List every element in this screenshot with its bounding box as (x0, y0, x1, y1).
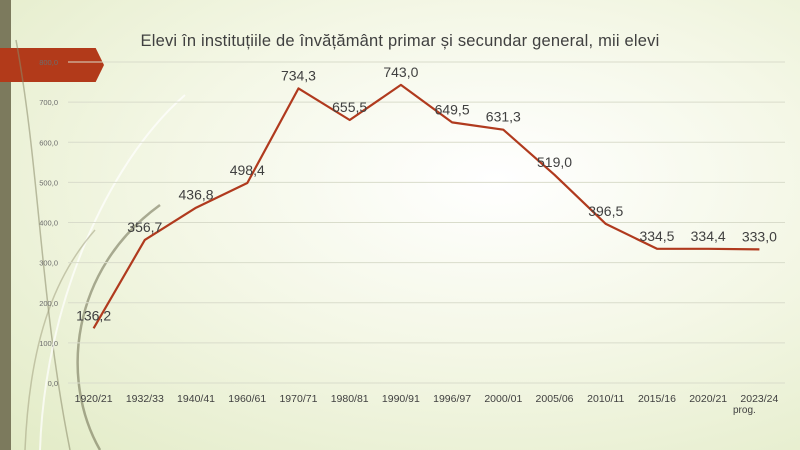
x-tick-label: 2015/16 (638, 393, 676, 405)
data-label: 396,5 (588, 203, 623, 219)
series-line (92, 83, 760, 329)
y-tick-label: 800,0 (39, 58, 58, 67)
x-tick-label: 2020/21 (689, 393, 727, 405)
data-label: 436,8 (179, 187, 214, 203)
x-tick-label: 1980/81 (331, 393, 369, 405)
data-label: 734,3 (281, 67, 316, 83)
x-tick-label: 1940/41 (177, 393, 215, 405)
category-note: prog. (733, 405, 756, 416)
data-label: 334,5 (639, 228, 674, 244)
data-label: 136,2 (76, 307, 111, 323)
decorative-side-bar (0, 0, 11, 450)
x-tick-label: 2000/01 (484, 393, 522, 405)
x-tick-label: 1970/71 (279, 393, 317, 405)
decorative-arrow-accent (0, 48, 104, 82)
x-tick-label: 2010/11 (587, 393, 624, 405)
data-label: 519,0 (537, 154, 572, 170)
x-tick-label: 2023/24 (740, 393, 778, 405)
y-tick-label: 300,0 (39, 259, 58, 268)
data-label: 743,0 (383, 64, 418, 80)
y-tick-label: 200,0 (39, 299, 58, 308)
y-tick-label: 400,0 (39, 219, 58, 228)
y-tick-label: 600,0 (39, 138, 58, 147)
chart-title: Elevi în instituțiile de învățământ prim… (140, 32, 660, 50)
y-tick-label: 700,0 (39, 98, 58, 107)
data-label: 498,4 (230, 162, 265, 178)
y-tick-label: 500,0 (39, 178, 58, 187)
x-tick-label: 1920/21 (75, 393, 113, 405)
y-tick-label: 0,0 (48, 379, 58, 388)
x-tick-label: 1960/61 (228, 393, 266, 405)
data-label: 333,0 (742, 228, 777, 244)
data-label: 356,7 (127, 219, 162, 235)
x-tick-label: 2005/06 (536, 393, 574, 405)
y-tick-label: 100,0 (39, 339, 58, 348)
data-label: 649,5 (435, 101, 470, 117)
x-tick-label: 1932/33 (126, 393, 164, 405)
x-tick-label: 1990/91 (382, 393, 420, 405)
x-tick-label: 1996/97 (433, 393, 471, 405)
data-label: 631,3 (486, 109, 521, 125)
data-label: 655,5 (332, 99, 367, 115)
data-label: 334,4 (691, 228, 726, 244)
